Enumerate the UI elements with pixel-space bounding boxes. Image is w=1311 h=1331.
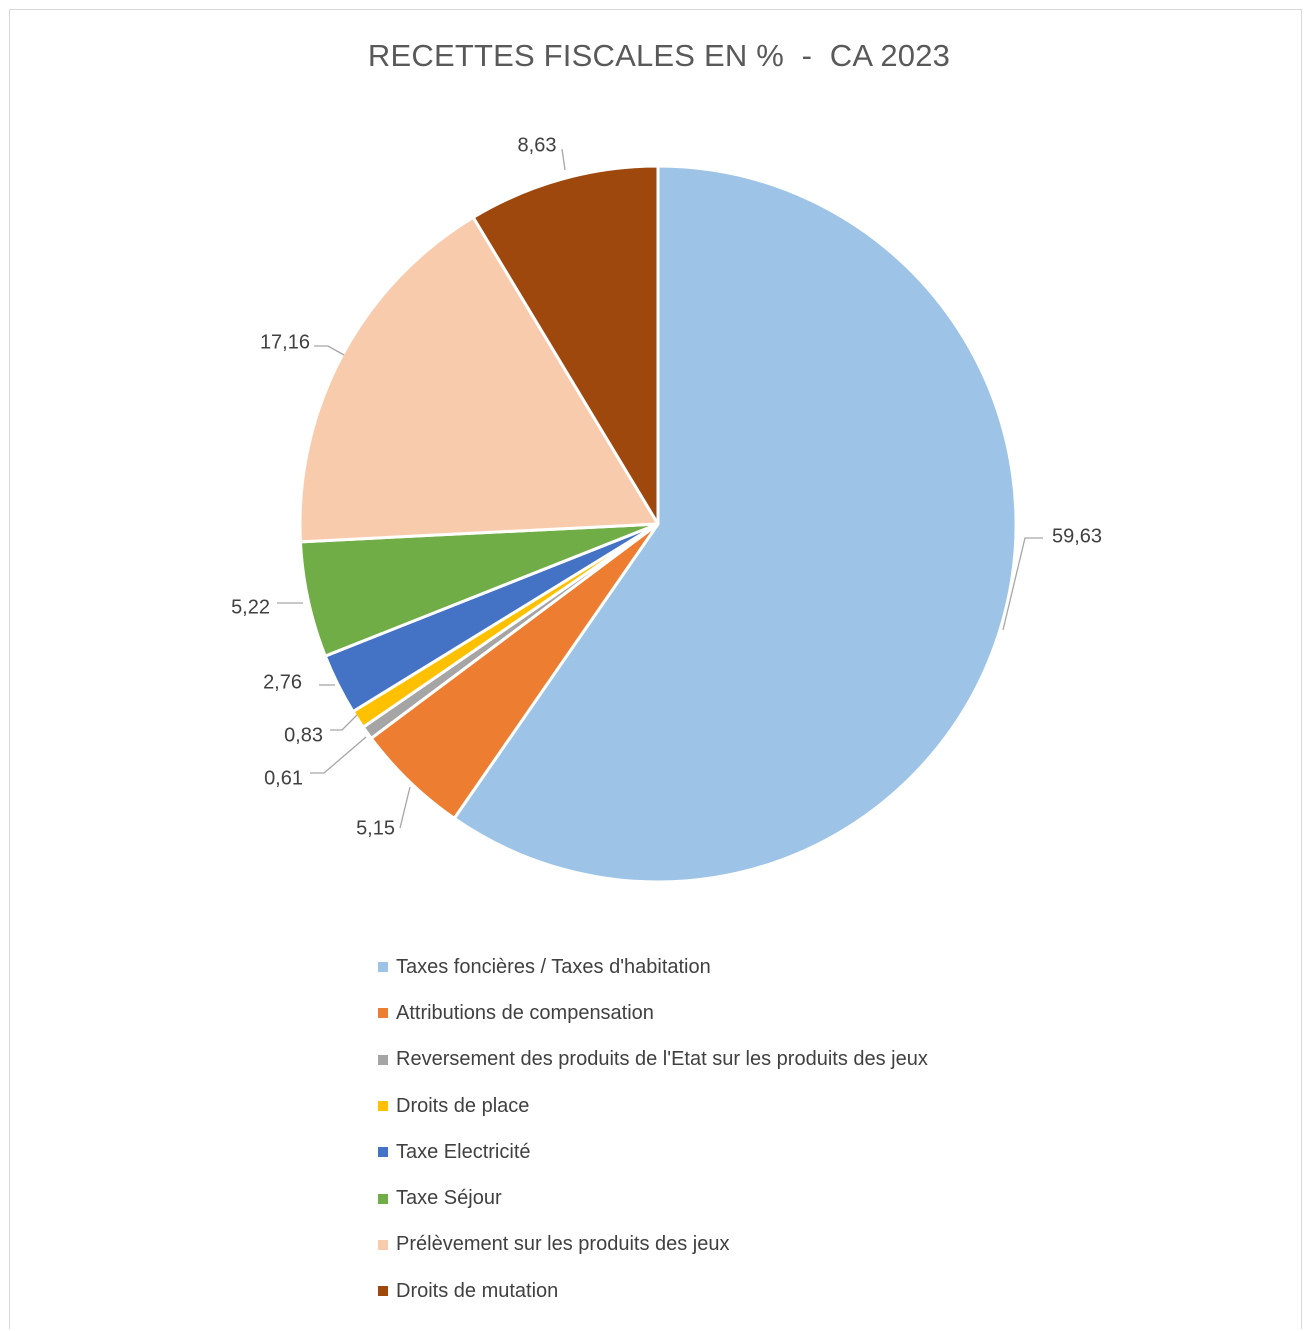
- pie-chart: 59,63 5,15 0,61 0,83 2,76 5,22 17,16 8,63: [231, 134, 1102, 884]
- leader-line: [399, 786, 411, 829]
- leader-line: [310, 736, 367, 774]
- leader-line: [1002, 537, 1043, 631]
- data-label: 59,63: [1052, 525, 1102, 547]
- legend-item: Droits de mutation: [378, 1268, 928, 1314]
- legend-item: Taxe Electricité: [378, 1129, 928, 1175]
- legend-swatch: [378, 1008, 388, 1019]
- data-label: 8,63: [518, 134, 557, 156]
- legend-label: Reversement des produits de l'Etat sur l…: [396, 1048, 928, 1071]
- legend-swatch: [378, 1054, 388, 1065]
- data-label: 2,76: [263, 671, 302, 693]
- legend-swatch: [378, 1286, 388, 1297]
- data-label: 5,22: [231, 596, 270, 618]
- legend-item: Droits de place: [378, 1083, 928, 1129]
- pie-slice: [471, 164, 660, 526]
- legend-label: Droits de place: [396, 1094, 530, 1117]
- pie-slices: [298, 164, 1018, 884]
- leader-line: [561, 148, 566, 171]
- legend-swatch: [378, 1101, 388, 1112]
- leader-line: [314, 345, 345, 356]
- legend-item: Taxe Séjour: [378, 1175, 928, 1221]
- legend-label: Taxe Séjour: [396, 1187, 502, 1210]
- data-label: 0,83: [284, 724, 323, 746]
- legend-label: Droits de mutation: [396, 1279, 559, 1302]
- legend-swatch: [378, 1239, 388, 1250]
- legend-label: Prélèvement sur les produits des jeux: [396, 1233, 730, 1256]
- legend-item: Attributions de compensation: [378, 990, 928, 1036]
- data-labels: 59,63 5,15 0,61 0,83 2,76 5,22 17,16 8,63: [231, 134, 1102, 839]
- legend-label: Attributions de compensation: [396, 1001, 654, 1024]
- leader-lines: [277, 148, 1043, 829]
- data-label: 5,15: [356, 817, 395, 839]
- legend-item: Taxes foncières / Taxes d'habitation: [378, 944, 928, 990]
- legend-label: Taxes foncières / Taxes d'habitation: [396, 955, 711, 978]
- chart-title: RECETTES FISCALES EN % - CA 2023: [367, 38, 951, 73]
- legend-item: Reversement des produits de l'Etat sur l…: [378, 1037, 928, 1083]
- data-label: 0,61: [264, 767, 303, 789]
- pie-slice: [298, 215, 660, 544]
- legend-swatch: [378, 962, 388, 973]
- chart-legend: Taxes foncières / Taxes d'habitation Attr…: [378, 944, 928, 1314]
- legend-swatch: [378, 1147, 388, 1158]
- pie-slice: [452, 164, 1018, 884]
- legend-item: Prélèvement sur les produits des jeux: [378, 1222, 928, 1268]
- legend-swatch: [378, 1193, 388, 1204]
- legend-label: Taxe Electricité: [396, 1140, 531, 1163]
- leader-line: [330, 714, 358, 731]
- data-label: 17,16: [260, 331, 310, 353]
